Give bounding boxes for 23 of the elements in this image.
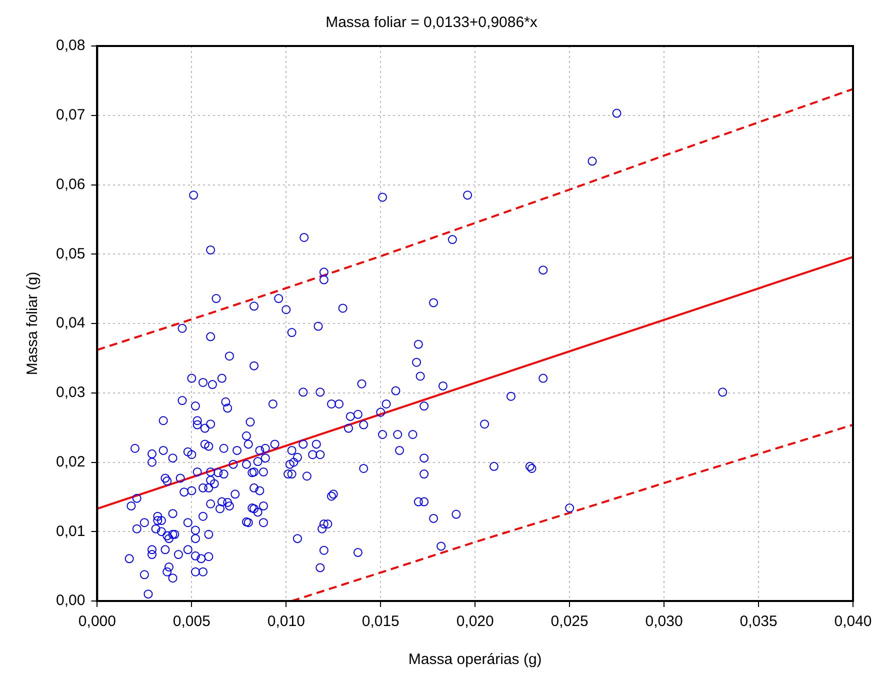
x-tick-label: 0,025	[550, 613, 588, 630]
chart-title: Massa foliar = 0,0133+0,9086*x	[326, 14, 538, 32]
x-tick-label: 0,010	[267, 613, 305, 630]
line-series	[97, 88, 853, 351]
y-tick-label: 0,01	[56, 522, 86, 540]
y-tick-label: 0,04	[56, 314, 86, 332]
x-tick-label: 0,005	[172, 613, 210, 630]
x-tick-label: 0,015	[362, 613, 400, 630]
y-tick-label: 0,02	[56, 453, 86, 470]
y-tick-label: 0,05	[56, 245, 86, 262]
x-tick-label: 0,030	[645, 613, 683, 630]
y-axis-title: Massa foliar (g)	[24, 272, 42, 376]
x-tick-label: 0,020	[456, 613, 494, 630]
x-tick-label: 0,040	[834, 613, 872, 630]
y-tick-label: 0,07	[56, 106, 86, 124]
y-tick-label: 0,08	[56, 37, 86, 54]
y-tick-label: 0,03	[56, 384, 86, 402]
y-tick-label: 0,06	[56, 176, 86, 193]
line-series	[290, 424, 853, 601]
y-tick-label: 0,00	[56, 592, 86, 610]
x-tick-label: 0,000	[78, 613, 116, 630]
x-axis-title: Massa operárias (g)	[408, 651, 542, 668]
x-tick-label: 0,035	[740, 613, 778, 630]
